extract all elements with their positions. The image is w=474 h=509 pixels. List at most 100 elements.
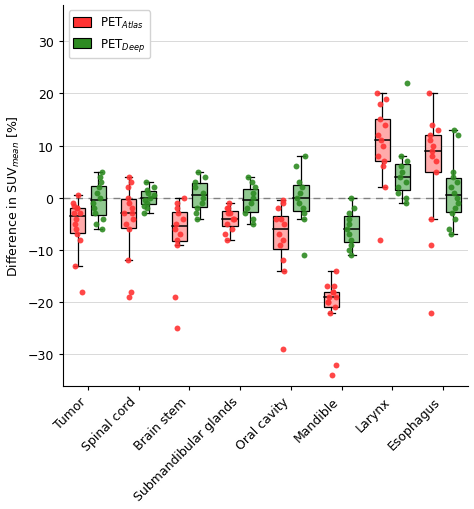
Bar [395, 164, 410, 190]
Point [374, 132, 382, 140]
Point [120, 210, 128, 218]
Point [382, 95, 390, 103]
Point [274, 205, 282, 213]
Point [345, 231, 353, 239]
Point [128, 205, 136, 213]
Point [329, 288, 337, 296]
Point [374, 90, 381, 98]
Bar [293, 185, 309, 211]
Point [280, 346, 287, 354]
Point [426, 90, 433, 98]
Point [398, 168, 405, 176]
Point [330, 283, 337, 291]
Point [301, 215, 308, 223]
Point [226, 210, 234, 218]
Point [376, 236, 383, 244]
Point [292, 163, 300, 171]
Point [345, 215, 353, 223]
Point [428, 121, 436, 129]
Point [200, 194, 207, 203]
Point [453, 179, 461, 187]
Point [143, 186, 151, 194]
Point [172, 293, 179, 301]
Point [396, 174, 403, 182]
Point [99, 215, 107, 223]
Point [445, 225, 453, 234]
Point [382, 184, 389, 192]
Point [223, 236, 231, 244]
Point [301, 251, 308, 260]
Bar [243, 189, 258, 213]
Point [345, 220, 353, 229]
Point [293, 194, 301, 203]
Point [229, 215, 237, 223]
Point [249, 220, 257, 229]
Point [249, 189, 256, 197]
Point [276, 241, 284, 249]
Point [325, 293, 333, 301]
Point [125, 200, 133, 208]
Point [98, 225, 106, 234]
Point [448, 210, 456, 218]
Point [73, 225, 80, 234]
Point [374, 153, 382, 161]
Point [141, 197, 149, 205]
Point [142, 179, 150, 187]
Point [328, 372, 336, 380]
Point [173, 200, 181, 208]
Point [280, 236, 287, 244]
Legend: PET$_{Atlas}$, PET$_{Deep}$: PET$_{Atlas}$, PET$_{Deep}$ [69, 11, 150, 59]
Point [295, 200, 303, 208]
Point [129, 215, 137, 223]
Point [143, 200, 151, 208]
Point [128, 210, 136, 218]
Point [225, 210, 232, 218]
Point [92, 220, 100, 229]
Point [230, 215, 237, 223]
Point [281, 267, 288, 275]
Point [78, 288, 85, 296]
Point [427, 132, 434, 140]
Point [242, 210, 249, 218]
Point [199, 189, 207, 197]
Point [93, 189, 101, 197]
Point [432, 158, 439, 166]
Point [127, 288, 135, 296]
Point [381, 121, 388, 129]
Point [193, 205, 201, 213]
Bar [222, 211, 237, 227]
Point [73, 231, 81, 239]
Point [125, 293, 133, 301]
Point [172, 220, 180, 229]
Point [70, 202, 77, 210]
Point [125, 225, 133, 234]
Point [279, 257, 287, 265]
Point [171, 225, 179, 234]
Point [343, 225, 350, 234]
Point [150, 192, 157, 200]
Point [279, 197, 287, 205]
Point [295, 179, 302, 187]
Point [141, 210, 148, 218]
Point [298, 184, 306, 192]
Point [332, 293, 340, 301]
Point [345, 210, 353, 218]
Bar [374, 120, 390, 162]
Point [447, 184, 455, 192]
Point [402, 179, 410, 187]
Point [380, 158, 388, 166]
Point [73, 205, 81, 213]
Point [201, 174, 209, 182]
Point [377, 100, 384, 108]
Point [377, 137, 385, 145]
Point [180, 194, 187, 203]
Point [98, 168, 106, 176]
Point [91, 205, 98, 213]
Point [91, 210, 99, 218]
Point [449, 174, 457, 182]
Point [428, 241, 435, 249]
Point [144, 189, 152, 197]
Point [429, 142, 437, 150]
Point [69, 200, 77, 208]
Point [301, 210, 308, 218]
